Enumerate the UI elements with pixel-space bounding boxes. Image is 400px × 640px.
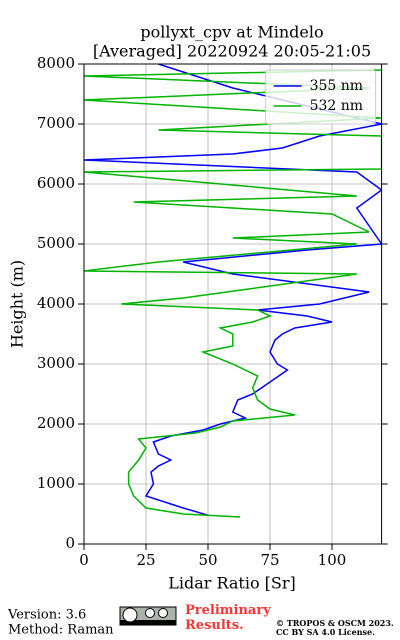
cc-band xyxy=(120,620,176,625)
license: CC BY SA 4.0 License. xyxy=(276,627,375,637)
series-line xyxy=(84,64,382,516)
y-tick-label: 0 xyxy=(65,534,75,552)
x-tick-label: 25 xyxy=(136,551,155,569)
y-tick-label: 3000 xyxy=(37,354,75,372)
chart-subtitle: [Averaged] 20220924 20:05-21:05 xyxy=(93,42,371,61)
y-tick-label: 6000 xyxy=(37,174,75,192)
y-tick-label: 5000 xyxy=(37,234,75,252)
y-tick-label: 7000 xyxy=(37,114,75,132)
x-axis-label: Lidar Ratio [Sr] xyxy=(168,574,296,593)
chart-title: pollyxt_cpv at Mindelo xyxy=(140,23,323,42)
y-tick-label: 1000 xyxy=(37,474,75,492)
y-axis-label: Height (m) xyxy=(8,260,27,348)
y-tick-label: 2000 xyxy=(37,414,75,432)
x-tick-label: 100 xyxy=(318,551,347,569)
x-tick-label: 50 xyxy=(198,551,217,569)
sa-circle xyxy=(158,608,168,618)
copyright: © TROPOS & OSCM 2023. xyxy=(276,618,394,628)
legend-box xyxy=(265,69,377,125)
cc-circle xyxy=(122,607,138,623)
method: Method: Raman xyxy=(8,623,114,638)
notice: Preliminary Results. xyxy=(185,603,271,633)
legend-label: 532 nm xyxy=(310,98,363,114)
version: Version: 3.6 xyxy=(7,608,86,623)
by-circle xyxy=(145,608,155,618)
y-tick-label: 8000 xyxy=(37,54,75,72)
plot-frame xyxy=(83,63,383,545)
cc-logo xyxy=(119,606,177,626)
series-line xyxy=(84,69,382,518)
legend-label: 355 nm xyxy=(310,78,363,94)
plot-area xyxy=(84,64,382,518)
x-tick-label: 75 xyxy=(260,551,279,569)
y-tick-label: 4000 xyxy=(37,294,75,312)
x-tick-label: 0 xyxy=(79,551,89,569)
